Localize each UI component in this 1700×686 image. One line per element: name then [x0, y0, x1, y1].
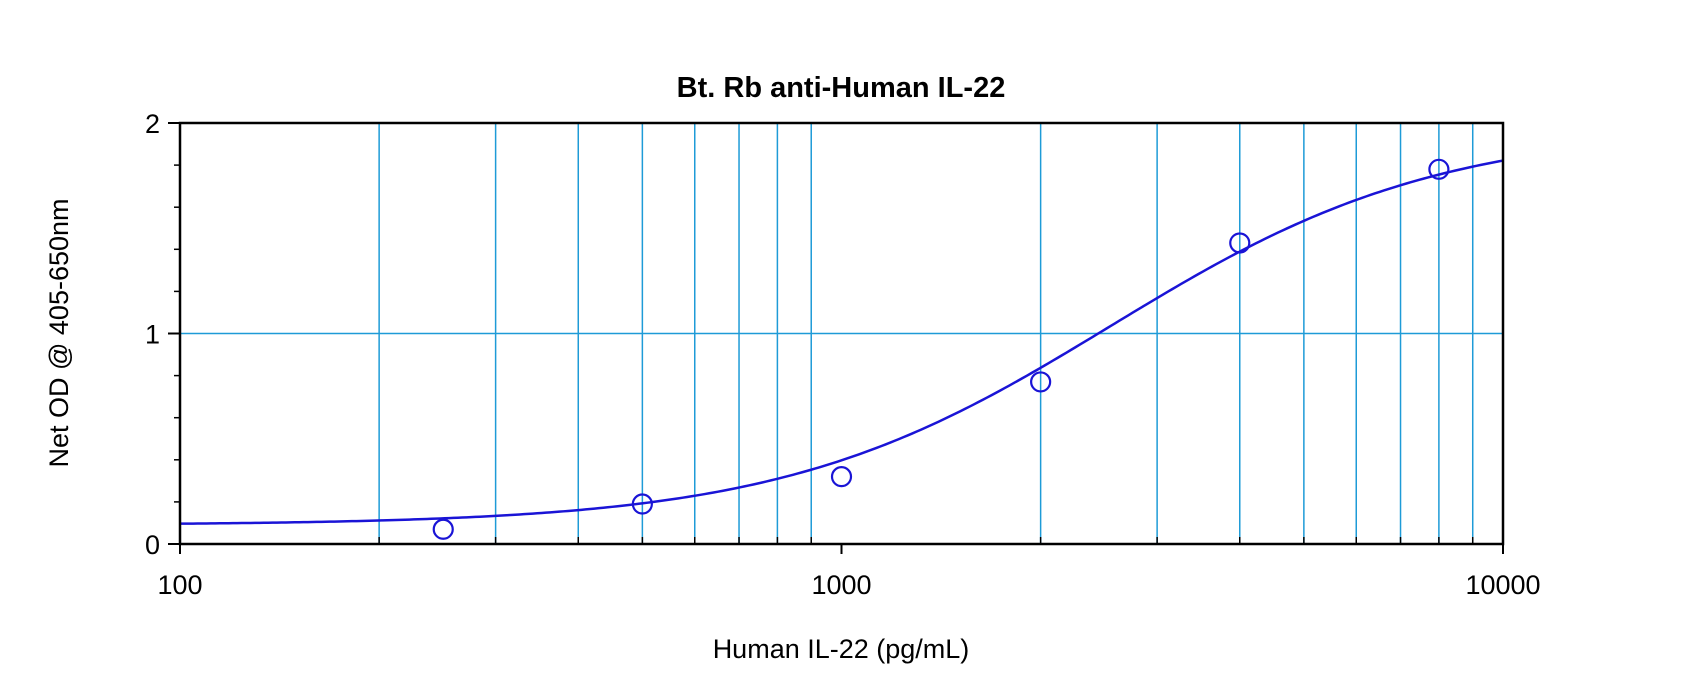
data-point	[1428, 158, 1450, 180]
grid-layer	[180, 123, 1503, 544]
data-point	[1229, 232, 1251, 254]
data-point	[1030, 371, 1052, 393]
x-tick-label: 10000	[1465, 570, 1540, 600]
fit-curve	[179, 159, 1504, 525]
point-layer	[432, 158, 1450, 540]
data-point	[631, 493, 653, 515]
data-point	[830, 466, 853, 488]
x-axis-label: Human IL-22 (pg/mL)	[713, 634, 970, 664]
x-tick-label: 100	[157, 570, 202, 600]
y-tick-label: 1	[145, 320, 160, 350]
data-point	[432, 518, 454, 540]
chart-title: Bt. Rb anti-Human IL-22	[677, 72, 1006, 104]
y-tick-label: 2	[145, 109, 160, 139]
x-tick-label: 1000	[811, 570, 871, 600]
tick-layer: 100 1000 10000 0 1 2	[145, 109, 1541, 600]
curve-layer	[179, 159, 1504, 525]
y-axis-label: Net OD @ 405-650nm	[44, 198, 74, 467]
y-tick-label: 0	[145, 530, 160, 560]
